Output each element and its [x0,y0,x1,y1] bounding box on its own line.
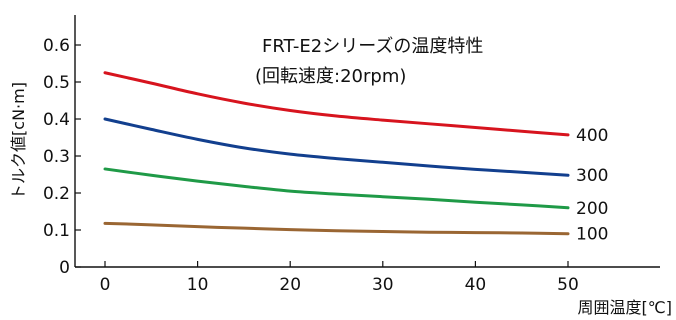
axes-layer [74,15,660,268]
series-line-300 [103,117,570,177]
x-tick-label: 0 [100,275,111,295]
labels-layer: 0 0.1 0.2 0.3 0.4 0.5 0.6 0 10 20 30 40 50 400 300 200 1… [9,36,672,317]
chart-subtitle: (回転速度:20rpm) [255,66,406,87]
x-axis-label: 周囲温度[℃] [578,298,672,317]
y-tick-label: 0.2 [43,184,70,204]
x-tick-label: 50 [557,275,579,295]
y-tick-label: 0.5 [43,73,70,93]
series-label-200: 200 [576,199,608,219]
y-tick-label: 0.4 [43,110,70,130]
x-tick-label: 40 [465,275,487,295]
x-tick-label: 10 [187,275,209,295]
y-tick-label: 0.3 [43,147,70,167]
y-tick-label: 0.6 [43,36,70,56]
y-axis-label: トルク値[cN·m] [9,82,28,200]
series-label-300: 300 [576,166,608,186]
chart-title: FRT-E2シリーズの温度特性 [262,36,483,57]
series-label-400: 400 [576,126,608,146]
series-line-400 [103,71,570,137]
x-tick-label: 30 [372,275,394,295]
y-tick-label: 0.1 [43,221,70,241]
y-tick-label: 0 [59,258,70,278]
x-tick-label: 20 [279,275,301,295]
series-layer [103,71,570,236]
series-line-200 [103,167,570,210]
series-line-100 [103,221,570,236]
series-label-100: 100 [576,225,608,245]
